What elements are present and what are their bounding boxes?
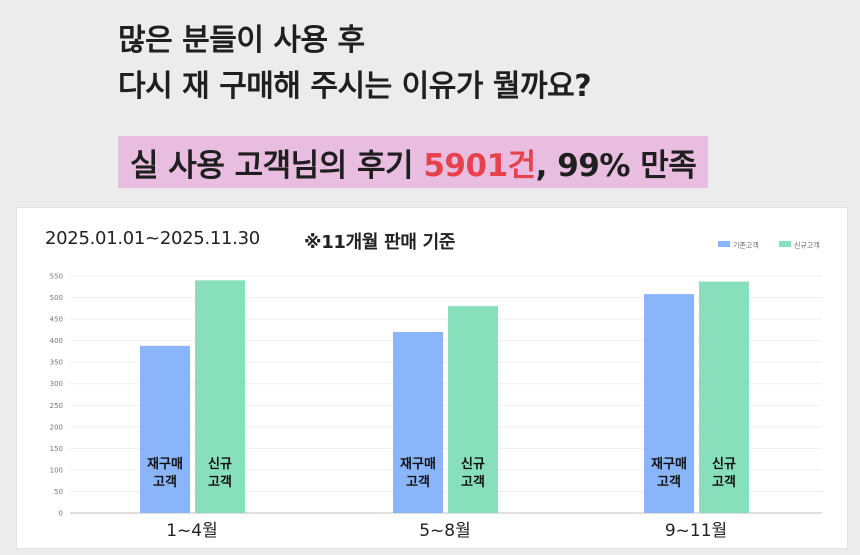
y-tick-label: 0 [59, 510, 63, 518]
y-tick-label: 200 [50, 423, 63, 431]
bar-label: 신규 [712, 457, 736, 472]
bar-label: 고객 [657, 474, 681, 490]
headline-line-1: 많은 분들이 사용 후 [118, 23, 365, 58]
y-tick-label: 400 [50, 337, 63, 345]
review-highlight-banner: 실 사용 고객님의 후기 5901건, 99% 만족 [118, 136, 709, 188]
legend-swatch [718, 241, 730, 247]
legend-label: 기존고객 [733, 241, 759, 250]
chart-period: 2025.01.01~2025.11.30 [45, 228, 260, 249]
bar-label: 재구매 [400, 457, 436, 472]
y-tick-label: 300 [50, 380, 63, 388]
y-tick-label: 550 [50, 273, 63, 281]
x-tick-label: 9~11월 [665, 521, 727, 541]
x-tick-label: 5~8월 [419, 521, 471, 541]
y-tick-label: 150 [50, 445, 63, 453]
bar-new-3 [699, 281, 749, 513]
bar-label: 신규 [461, 457, 485, 472]
headline: 많은 분들이 사용 후 다시 재 구매해 주시는 이유가 뭘까요? [118, 18, 592, 110]
y-tick-label: 350 [50, 359, 63, 367]
bar-label: 재구매 [651, 457, 687, 472]
highlight-suffix: , 99% 만족 [535, 147, 697, 184]
review-count: 5901건 [423, 147, 536, 184]
bar-label: 재구매 [147, 457, 183, 472]
highlight-prefix: 실 사용 고객님의 후기 [130, 147, 424, 184]
bar-label: 고객 [208, 474, 232, 490]
y-tick-label: 500 [50, 294, 63, 302]
legend-label: 신규고객 [794, 241, 820, 250]
chart-basis-note: ※11개월 판매 기준 [304, 232, 456, 253]
y-tick-label: 50 [54, 488, 63, 496]
bar-label: 고객 [712, 474, 736, 490]
x-tick-label: 1~4월 [166, 521, 218, 541]
bar-returning-1 [140, 345, 190, 513]
y-tick-label: 450 [50, 316, 63, 324]
bar-returning-2 [393, 332, 443, 513]
y-tick-label: 250 [50, 402, 63, 410]
bar-new-2 [448, 306, 498, 513]
bar-label: 고객 [153, 474, 177, 490]
legend-swatch [779, 241, 791, 247]
bar-new-1 [195, 280, 245, 513]
bar-label: 고객 [461, 474, 485, 490]
headline-line-2: 다시 재 구매해 주시는 이유가 뭘까요? [118, 69, 592, 104]
y-tick-label: 100 [50, 466, 63, 474]
bar-label: 신규 [208, 457, 232, 472]
bar-label: 고객 [406, 474, 430, 490]
bar-returning-3 [644, 294, 694, 513]
